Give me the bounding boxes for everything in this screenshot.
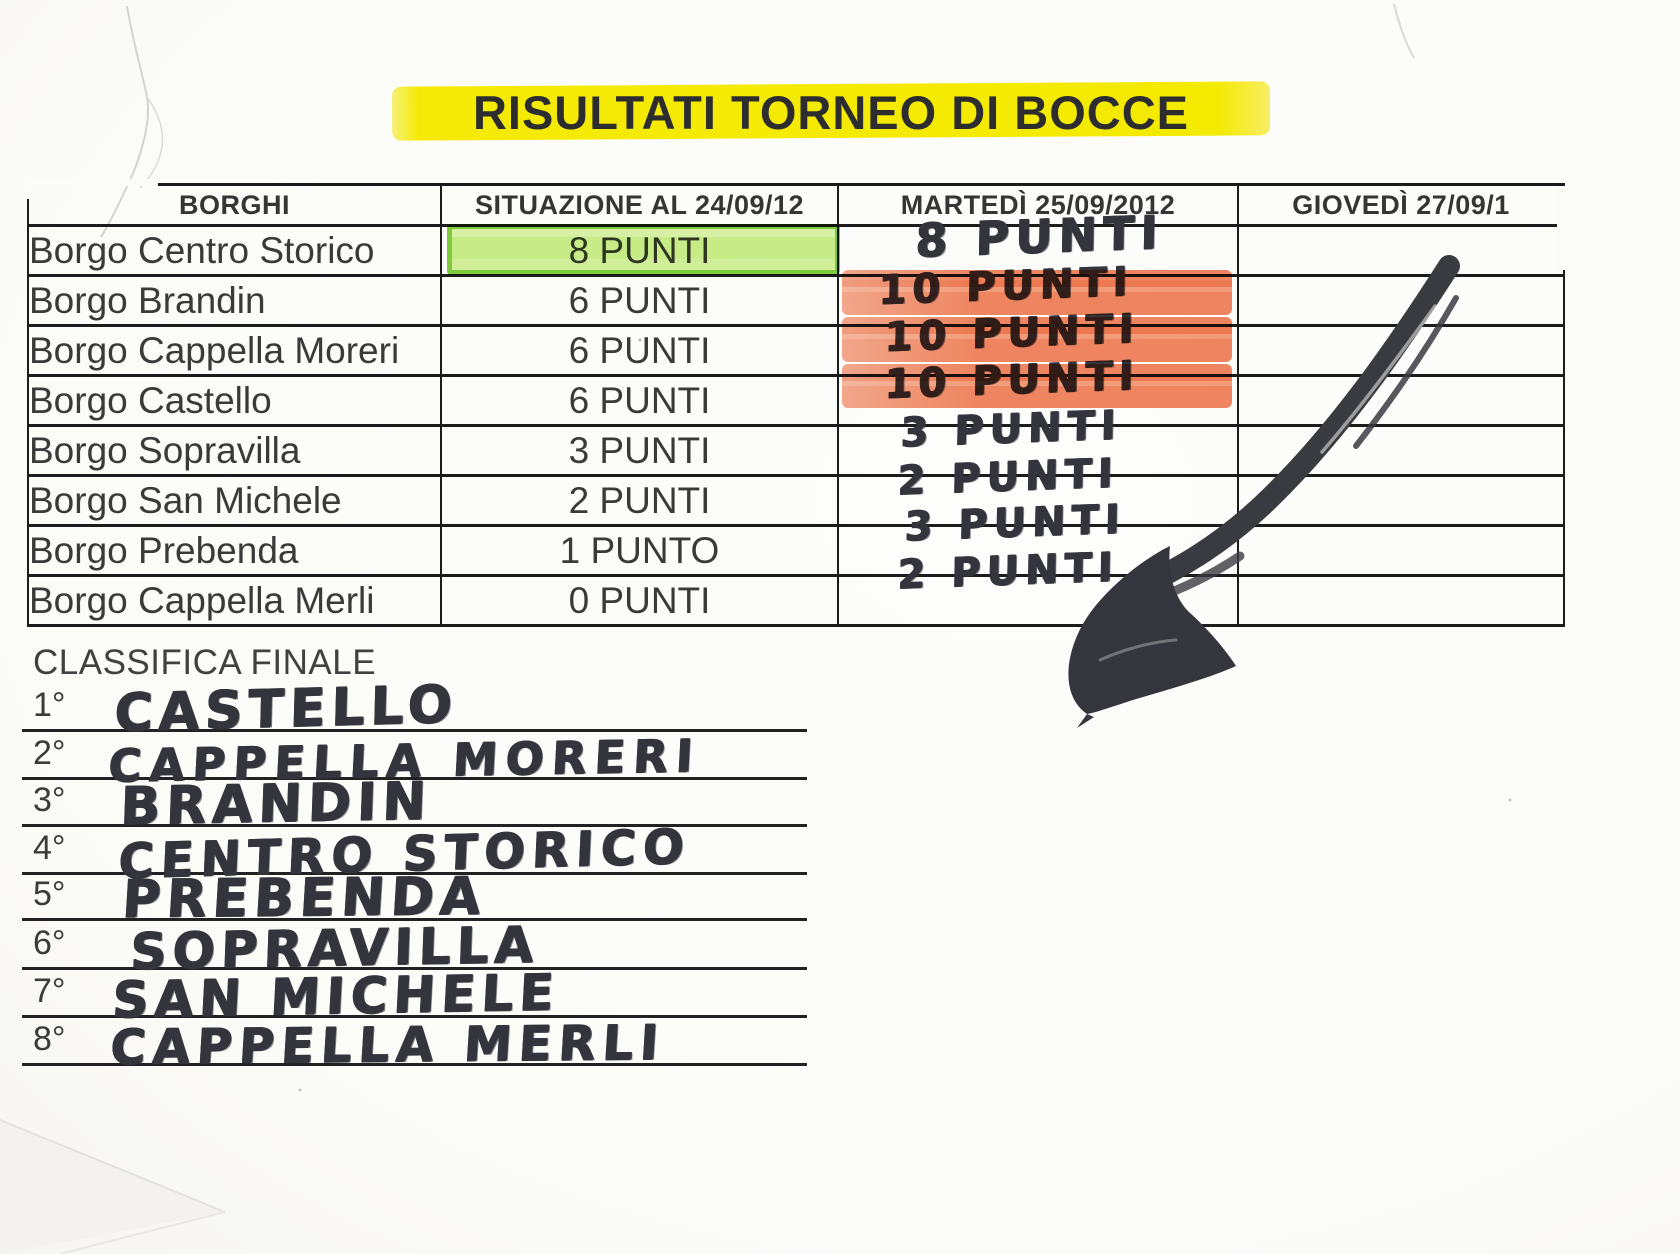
column-header-martedi: MARTEDÌ 25/09/2012 — [837, 183, 1239, 227]
situazione-cell: 6 PUNTI — [440, 374, 839, 427]
table-header-row: BORGHI SITUAZIONE AL 24/09/12 MARTEDÌ 25… — [27, 183, 1565, 227]
borgo-cell: Borgo Centro Storico — [27, 224, 442, 277]
handwritten-team-name: CAPPELLA MERLI — [108, 1014, 667, 1076]
giovedi-cell — [1237, 424, 1565, 477]
classifica-entry: 1° CASTELLO — [22, 674, 807, 744]
giovedi-cell — [1237, 224, 1565, 277]
page-title: RISULTATI TORNEO DI BOCCE — [472, 85, 1190, 139]
rank-label: 1° — [33, 686, 66, 724]
rank-label: 5° — [33, 875, 66, 913]
borgo-cell: Borgo Cappella Merli — [27, 574, 442, 627]
classifica-entry: 3° BRANDIN — [22, 771, 807, 837]
classifica-heading: CLASSIFICA FINALE — [33, 643, 377, 682]
column-header-giovedi: GIOVEDÌ 27/09/1 — [1237, 183, 1565, 227]
situazione-cell: 3 PUNTI — [440, 424, 839, 477]
table-row: Borgo San Michele 2 PUNTI — [27, 474, 1565, 527]
table-row: Borgo Sopravilla 3 PUNTI — [27, 424, 1565, 477]
table-row: Borgo Castello 6 PUNTI — [27, 374, 1565, 427]
situazione-cell: 6 PUNTI — [440, 324, 839, 377]
giovedi-cell — [1237, 474, 1565, 527]
column-header-situazione: SITUAZIONE AL 24/09/12 — [440, 183, 839, 227]
situazione-cell: 1 PUNTO — [440, 524, 839, 577]
borgo-cell: Borgo Brandin — [27, 274, 442, 327]
classifica-entry: 4° CENTRO STORICO — [22, 818, 807, 890]
table-row: Borgo Brandin 6 PUNTI — [27, 274, 1565, 327]
scan-gap-right-border — [1557, 186, 1567, 270]
table-row: Borgo Cappella Merli 0 PUNTI — [27, 574, 1565, 627]
rank-label: 6° — [33, 924, 66, 962]
rank-label: 7° — [33, 972, 66, 1010]
rank-label: 3° — [33, 781, 66, 819]
column-header-borghi: BORGHI — [27, 183, 442, 227]
handwritten-score: 3 PUNTI — [903, 496, 1126, 550]
classifica-entry: 2° CAPPELLA MORERI — [22, 727, 807, 792]
red-highlight — [842, 270, 1232, 315]
situazione-cell: 6 PUNTI — [440, 274, 839, 327]
handwritten-score: 2 PUNTI — [896, 450, 1119, 504]
classifica-entry: 5° PREBENDA — [22, 866, 807, 930]
borgo-cell: Borgo Cappella Moreri — [27, 324, 442, 377]
scan-gap-top-border — [25, 179, 158, 186]
handwritten-score: 2 PUNTI — [896, 544, 1119, 598]
green-highlight — [447, 224, 840, 275]
classifica-entry: 6° SOPRAVILLA — [22, 915, 807, 981]
giovedi-cell — [1237, 374, 1565, 427]
giovedi-cell — [1237, 274, 1565, 327]
borgo-cell: Borgo San Michele — [27, 474, 442, 527]
red-highlight — [842, 364, 1232, 408]
classifica-entry: 7° SAN MICHELE — [22, 963, 807, 1029]
scan-gap-left-border — [24, 184, 31, 199]
rank-label: 4° — [33, 829, 66, 867]
handwritten-score: 8 PUNTI — [914, 204, 1164, 268]
giovedi-cell — [1237, 524, 1565, 577]
borgo-cell: Borgo Castello — [27, 374, 442, 427]
classifica-entry: 8° CAPPELLA MERLI — [22, 1013, 807, 1075]
giovedi-cell — [1237, 324, 1565, 377]
table-row: Borgo Prebenda 1 PUNTO — [27, 524, 1565, 577]
handwritten-score: 3 PUNTI — [899, 402, 1122, 456]
borgo-cell: Borgo Prebenda — [27, 524, 442, 577]
table-row: Borgo Cappella Moreri 6 PUNTI — [27, 324, 1565, 377]
rank-label: 8° — [33, 1020, 66, 1058]
rank-label: 2° — [33, 734, 66, 772]
giovedi-cell — [1237, 574, 1565, 627]
borgo-cell: Borgo Sopravilla — [27, 424, 442, 477]
situazione-cell: 0 PUNTI — [440, 574, 839, 627]
situazione-cell: 2 PUNTI — [440, 474, 839, 527]
red-highlight — [842, 317, 1232, 362]
